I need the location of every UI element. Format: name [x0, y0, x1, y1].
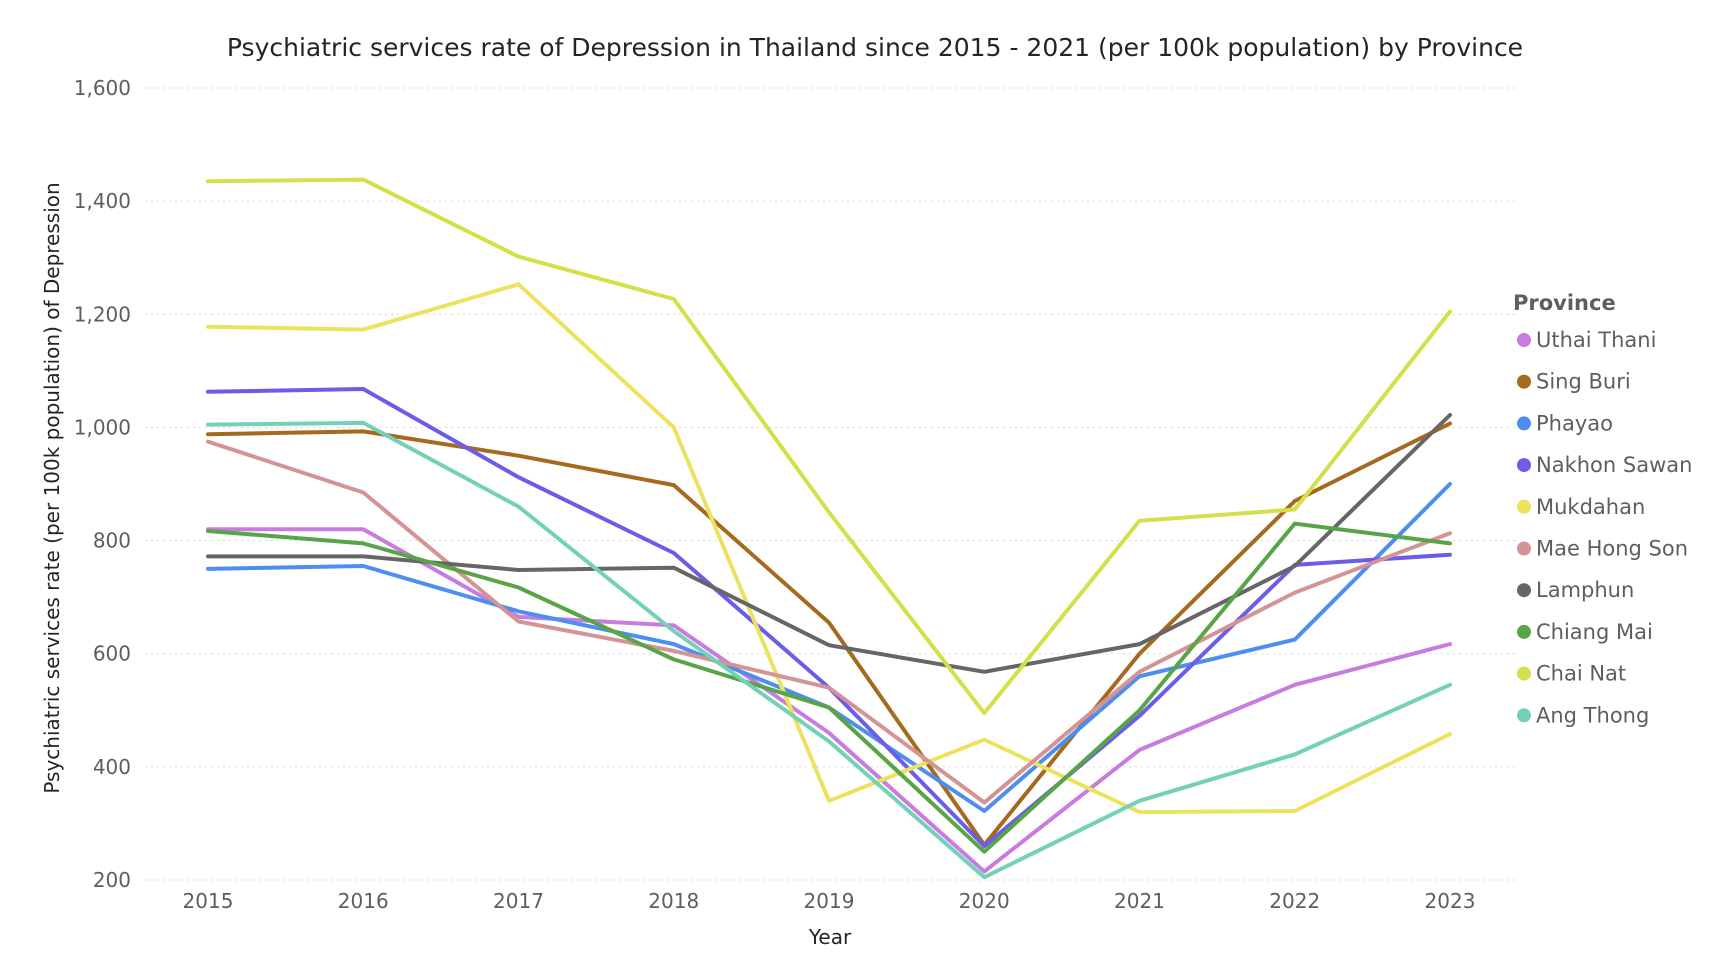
y-axis-title: Psychiatric services rate (per 100k popu… — [40, 182, 64, 793]
series-line-mae-hong-son — [206, 439, 1452, 805]
series-line-lamphun — [206, 413, 1452, 674]
y-tick-label: 800 — [93, 529, 131, 553]
series-line-chiang-mai — [206, 521, 1452, 854]
legend-marker-phayao — [1517, 416, 1531, 431]
y-tick-label: 200 — [93, 868, 131, 892]
y-tick-label: 1,400 — [74, 189, 131, 213]
legend-marker-mukdahan — [1517, 499, 1531, 514]
y-tick-label: 600 — [93, 642, 131, 666]
legend-marker-lamphun — [1517, 583, 1531, 598]
x-tick-label: 2021 — [1114, 889, 1165, 913]
x-tick-label: 2016 — [338, 889, 389, 913]
y-tick-label: 1,200 — [74, 302, 131, 326]
series-line-ang-thong — [206, 420, 1452, 880]
legend-label-nakhon-sawan: Nakhon Sawan — [1536, 453, 1692, 477]
y-tick-label: 400 — [93, 755, 131, 779]
chart-title: Psychiatric services rate of Depression … — [227, 33, 1523, 62]
series-line-nakhon-sawan — [206, 387, 1452, 849]
legend-items: Uthai Thani Sing Buri Phayao Nakhon Sawan Mu… — [1517, 328, 1692, 727]
legend-label-chiang-mai: Chiang Mai — [1536, 620, 1653, 644]
y-tick-label: 1,600 — [74, 76, 131, 100]
legend-title: Province — [1513, 291, 1616, 315]
y-axis-ticks: 200 400 600 800 1,000 1,200 1,400 1,600 — [74, 76, 131, 892]
legend-marker-sing-buri — [1517, 374, 1531, 389]
legend-marker-chai-nat — [1517, 666, 1531, 681]
series-lines — [206, 177, 1452, 880]
x-tick-label: 2023 — [1425, 889, 1476, 913]
legend-label-lamphun: Lamphun — [1536, 578, 1634, 602]
x-tick-label: 2017 — [493, 889, 544, 913]
legend-label-chai-nat: Chai Nat — [1536, 662, 1626, 686]
legend: Province Uthai Thani Sing Buri Phayao Nakho… — [1513, 291, 1692, 727]
legend-marker-mae-hong-son — [1517, 541, 1531, 556]
x-axis-ticks: 2015 2016 2017 2018 2019 2020 2021 2022 2023 — [183, 889, 1476, 913]
legend-label-ang-thong: Ang Thong — [1536, 703, 1649, 727]
series-line-mukdahan — [206, 282, 1452, 815]
legend-label-sing-buri: Sing Buri — [1536, 370, 1631, 394]
legend-label-uthai-thani: Uthai Thani — [1536, 328, 1656, 352]
x-tick-label: 2020 — [959, 889, 1010, 913]
legend-label-phayao: Phayao — [1536, 411, 1613, 435]
x-tick-label: 2019 — [804, 889, 855, 913]
legend-label-mukdahan: Mukdahan — [1536, 495, 1645, 519]
y-tick-label: 1,000 — [74, 415, 131, 439]
x-tick-label: 2015 — [183, 889, 234, 913]
legend-marker-ang-thong — [1517, 708, 1531, 723]
legend-marker-uthai-thani — [1517, 333, 1531, 347]
gridlines — [145, 87, 1515, 881]
legend-label-mae-hong-son: Mae Hong Son — [1536, 537, 1688, 561]
x-tick-label: 2018 — [648, 889, 699, 913]
series-line-chai-nat — [206, 177, 1452, 716]
x-tick-label: 2022 — [1269, 889, 1320, 913]
series-line-sing-buri — [206, 421, 1452, 847]
x-axis-title: Year — [808, 925, 852, 949]
legend-marker-nakhon-sawan — [1517, 458, 1531, 473]
legend-marker-chiang-mai — [1517, 624, 1531, 639]
